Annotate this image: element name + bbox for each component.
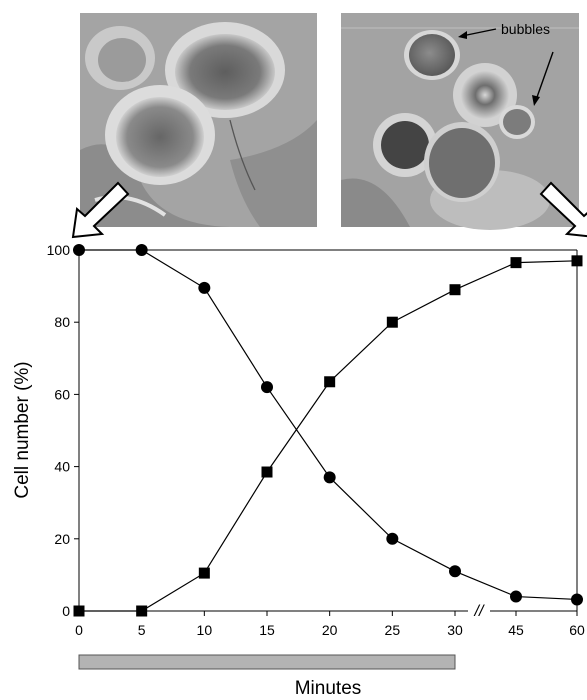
square-marker [261,466,273,478]
x-tick-label: 0 [75,622,83,638]
x-tick-label: 5 [138,622,146,638]
square-marker [386,316,398,328]
circle-marker [449,565,461,578]
arrow-to-end-icon [539,181,587,238]
x-tick-label: 10 [197,622,213,638]
bubbles-arrowhead-2 [532,95,540,106]
square-marker [73,605,85,617]
x-axis-title: Minutes [295,678,362,699]
circle-marker [135,244,148,256]
bubbles-annotation: bubbles [458,21,554,106]
bubbles-arrow-1 [461,28,497,37]
square-marker [198,567,210,579]
micrograph-after [341,13,579,230]
y-tick-label: 40 [54,459,70,475]
y-tick-label: 100 [47,242,71,258]
y-tick-label: 80 [54,314,70,330]
square-marker [449,284,461,296]
square-marker [136,605,148,617]
circle-marker [73,244,85,256]
circle-marker [510,590,522,603]
circle-marker [386,532,399,545]
series-markers [73,244,583,617]
series-line-square [79,260,578,612]
y-tick-label: 60 [54,386,70,402]
circle-marker [198,281,211,294]
bubbles-label: bubbles [501,21,550,37]
bubbles-arrow-2 [535,51,554,101]
micrograph-before [80,13,317,227]
x-tick-label: 15 [259,622,275,638]
x-tick-label: 30 [447,622,463,638]
x-tick-label: 45 [508,622,524,638]
square-marker [324,376,336,388]
treatment-bar [78,654,456,670]
square-marker [510,257,522,269]
circle-marker [571,593,583,606]
x-axis-break-symbol: // [474,603,485,620]
y-axis-ticks: 0 20 40 60 80 100 [47,242,79,619]
y-tick-label: 20 [54,531,70,547]
series-lines [79,249,578,612]
series-line-circle [79,249,578,601]
x-axis-ticks: 0 5 10 15 20 25 30 45 60 [75,611,585,638]
square-marker [571,255,583,267]
plot-axes [78,249,578,612]
y-axis-title: Cell number (%) [12,361,33,498]
x-tick-label: 25 [385,622,401,638]
circle-marker [261,381,273,394]
circle-marker [323,471,336,484]
y-tick-label: 0 [62,603,70,619]
x-tick-label: 20 [322,622,338,638]
bubbles-arrowhead-1 [458,31,467,39]
arrow-to-start-icon [71,181,130,239]
x-tick-label: 60 [569,622,585,638]
